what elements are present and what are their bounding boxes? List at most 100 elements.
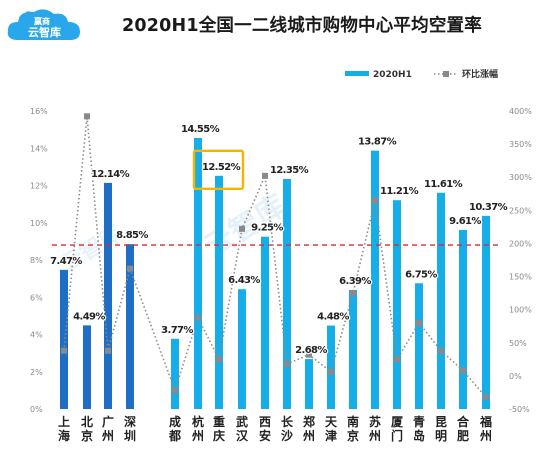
bar-西安	[261, 236, 269, 409]
line-point-郑州	[306, 351, 312, 358]
bar-天津	[327, 325, 335, 409]
bar-北京	[83, 325, 91, 409]
y-right-tick-label: 50%	[509, 339, 527, 348]
category-label-南京: 京	[347, 428, 359, 443]
line-point-合肥	[460, 367, 466, 374]
line-point-成都	[172, 387, 178, 394]
bar-苏州	[371, 150, 379, 409]
category-label-福州: 州	[479, 429, 492, 443]
line-point-上海	[61, 347, 67, 354]
brand-line1: 赢商	[34, 16, 50, 26]
category-label-上海: 海	[58, 428, 70, 443]
chart-title: 2020H1全国一二线城市购物中心平均空置率	[122, 16, 482, 36]
legend-marker-line	[443, 71, 449, 77]
category-label-北京: 北	[81, 414, 93, 429]
data-label-西安: 9.25%	[251, 223, 283, 234]
category-label-上海: 上	[58, 414, 70, 429]
line-point-西安	[262, 172, 268, 179]
data-label-福州: 10.37%	[469, 202, 508, 213]
category-label-苏州: 苏	[369, 414, 381, 429]
data-label-苏州: 13.87%	[358, 137, 397, 148]
y-right-tick-label: 200%	[509, 239, 532, 248]
y-left-tick-label: 6%	[30, 293, 43, 302]
category-label-深圳: 深	[124, 414, 136, 429]
category-label-南京: 南	[347, 414, 359, 429]
line-point-苏州	[372, 197, 378, 204]
y-left-tick-label: 0%	[30, 405, 43, 414]
y-right-tick-label: 150%	[509, 273, 532, 282]
y-left-tick-label: 2%	[30, 368, 43, 377]
line-point-广州	[105, 347, 111, 354]
category-label-长沙: 长	[281, 414, 294, 429]
category-label-武汉: 武	[236, 414, 248, 429]
y-right-tick-label: 100%	[509, 306, 532, 315]
category-label-成都: 都	[168, 428, 181, 443]
bar-广州	[104, 182, 112, 409]
line-point-杭州	[195, 314, 201, 321]
category-label-西安: 西	[259, 415, 271, 429]
line-point-天津	[328, 368, 334, 375]
line-point-重庆	[216, 356, 222, 363]
category-label-武汉: 汉	[236, 428, 249, 443]
watermark: 云智库	[56, 221, 126, 278]
category-label-合肥: 合	[457, 414, 470, 429]
data-label-长沙: 12.35%	[270, 165, 309, 176]
y-left-tick-label: 14%	[30, 144, 48, 153]
data-label-昆明: 11.61%	[424, 179, 463, 190]
bar-福州	[482, 215, 490, 409]
category-label-昆明: 昆	[435, 415, 447, 429]
data-label-杭州: 14.55%	[181, 124, 220, 135]
category-label-厦门: 门	[391, 428, 403, 443]
category-label-青岛: 岛	[413, 428, 425, 443]
line-point-厦门	[394, 356, 400, 363]
bar-昆明	[437, 192, 445, 409]
data-label-成都: 3.77%	[161, 325, 193, 336]
bar-深圳	[126, 244, 134, 409]
category-label-天津: 津	[325, 428, 337, 443]
category-label-青岛: 青	[413, 414, 425, 429]
bar-杭州	[194, 138, 202, 409]
category-label-深圳: 圳	[124, 428, 136, 443]
category-label-重庆: 重	[213, 414, 225, 429]
category-label-重庆: 庆	[212, 428, 225, 443]
highlight-box	[192, 149, 245, 191]
line-point-福州	[483, 394, 489, 401]
data-label-重庆: 12.52%	[202, 162, 241, 173]
line-point-青岛	[416, 319, 422, 326]
y-right-tick-label: 0%	[509, 372, 522, 381]
data-label-武汉: 6.43%	[228, 275, 260, 286]
category-label-长沙: 沙	[281, 429, 293, 443]
category-label-西安: 安	[259, 428, 271, 443]
bar-武汉	[238, 289, 246, 409]
brand-logo: 赢商 云智库	[7, 9, 80, 40]
category-label-郑州: 州	[302, 429, 315, 443]
category-label-广州: 州	[101, 429, 114, 443]
bar-重庆	[215, 175, 223, 409]
category-label-杭州: 杭	[192, 414, 204, 429]
category-label-杭州: 州	[191, 429, 204, 443]
data-label-合肥: 9.61%	[449, 216, 481, 227]
legend-label-bar: 2020H1	[373, 70, 412, 80]
line-point-南京	[350, 290, 356, 297]
category-label-北京: 京	[81, 428, 93, 443]
line-point-深圳	[127, 265, 133, 272]
data-label-北京: 4.49%	[73, 311, 105, 322]
category-label-厦门: 厦	[391, 414, 404, 429]
category-label-广州: 广	[102, 414, 114, 429]
y-left-tick-label: 12%	[30, 182, 48, 191]
category-label-昆明: 明	[435, 429, 447, 443]
bar-上海	[60, 269, 68, 409]
y-left-tick-label: 4%	[30, 331, 43, 340]
data-label-广州: 12.14%	[91, 169, 130, 180]
line-point-武汉	[239, 225, 245, 232]
y-right-tick-label: -50%	[509, 405, 530, 414]
bar-郑州	[305, 359, 313, 409]
bar-青岛	[415, 283, 423, 409]
y-left-tick-label: 16%	[30, 107, 48, 116]
line-point-北京	[84, 113, 90, 120]
category-label-成都: 成	[169, 414, 181, 429]
bar-成都	[171, 338, 179, 409]
y-right-tick-label: 400%	[509, 107, 532, 116]
data-label-深圳: 8.85%	[116, 230, 148, 241]
